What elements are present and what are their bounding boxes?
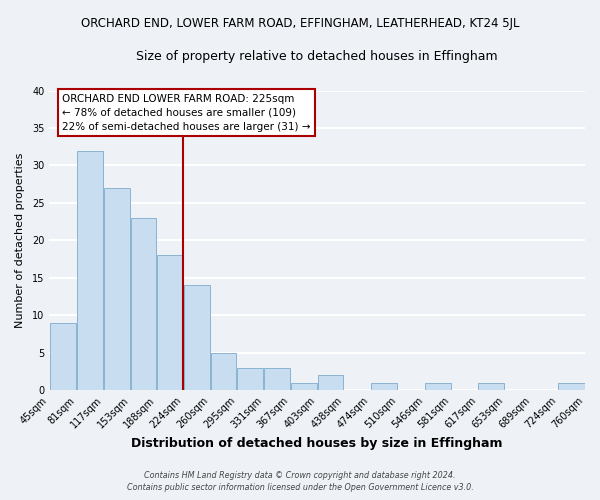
Bar <box>157 256 183 390</box>
Bar <box>104 188 130 390</box>
Text: ORCHARD END, LOWER FARM ROAD, EFFINGHAM, LEATHERHEAD, KT24 5JL: ORCHARD END, LOWER FARM ROAD, EFFINGHAM,… <box>81 18 519 30</box>
Bar <box>291 383 317 390</box>
Bar <box>425 383 451 390</box>
Bar <box>318 376 343 390</box>
Title: Size of property relative to detached houses in Effingham: Size of property relative to detached ho… <box>136 50 498 63</box>
Text: ORCHARD END LOWER FARM ROAD: 225sqm
← 78% of detached houses are smaller (109)
2: ORCHARD END LOWER FARM ROAD: 225sqm ← 78… <box>62 94 311 132</box>
Bar <box>371 383 397 390</box>
Bar <box>478 383 505 390</box>
Bar <box>77 150 103 390</box>
Y-axis label: Number of detached properties: Number of detached properties <box>15 152 25 328</box>
Bar <box>211 353 236 391</box>
Bar <box>559 383 584 390</box>
Text: Contains HM Land Registry data © Crown copyright and database right 2024.
Contai: Contains HM Land Registry data © Crown c… <box>127 470 473 492</box>
X-axis label: Distribution of detached houses by size in Effingham: Distribution of detached houses by size … <box>131 437 503 450</box>
Bar <box>131 218 156 390</box>
Bar <box>264 368 290 390</box>
Bar <box>237 368 263 390</box>
Bar <box>50 323 76 390</box>
Bar <box>184 286 210 391</box>
